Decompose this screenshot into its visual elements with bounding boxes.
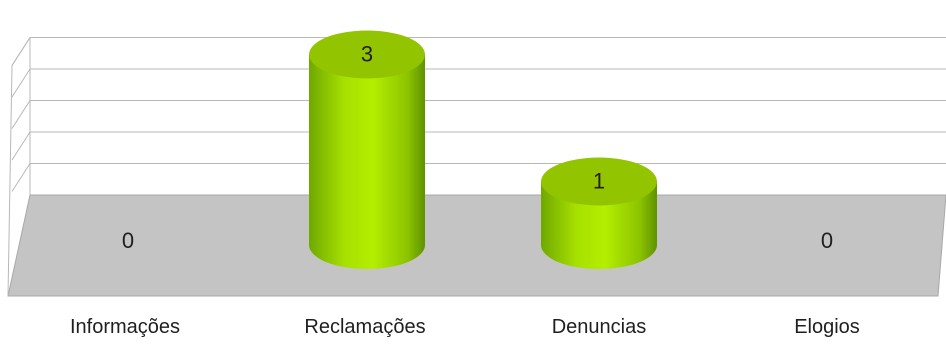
side-wall-front-edge: [7, 65, 13, 297]
back-wall: [30, 37, 946, 195]
bar-body: [541, 181, 657, 269]
bar-denuncias: [541, 157, 657, 269]
bar-reclamacoes: [309, 30, 425, 269]
side-gridline: [11, 68, 31, 98]
data-label-reclamacoes: 3: [361, 42, 373, 67]
side-gridline: [11, 163, 31, 192]
data-label-elogios: 0: [821, 228, 833, 253]
x-tick-label-elogios: Elogios: [794, 316, 860, 338]
x-tick-label-denuncias: Denuncias: [551, 316, 647, 338]
bar-top: [541, 157, 657, 206]
x-tick-label-reclamacoes: Reclamações: [304, 316, 426, 338]
bar-body: [309, 54, 425, 269]
side-gridline: [11, 100, 31, 129]
x-tick-label-informacoes: Informações: [69, 316, 181, 338]
bar-top: [309, 30, 425, 79]
chart-floor: [7, 194, 946, 297]
data-label-informacoes: 0: [122, 228, 134, 253]
side-gridline: [11, 131, 31, 161]
side-wall-top-edge: [11, 37, 31, 66]
data-label-denuncias: 1: [593, 169, 605, 194]
